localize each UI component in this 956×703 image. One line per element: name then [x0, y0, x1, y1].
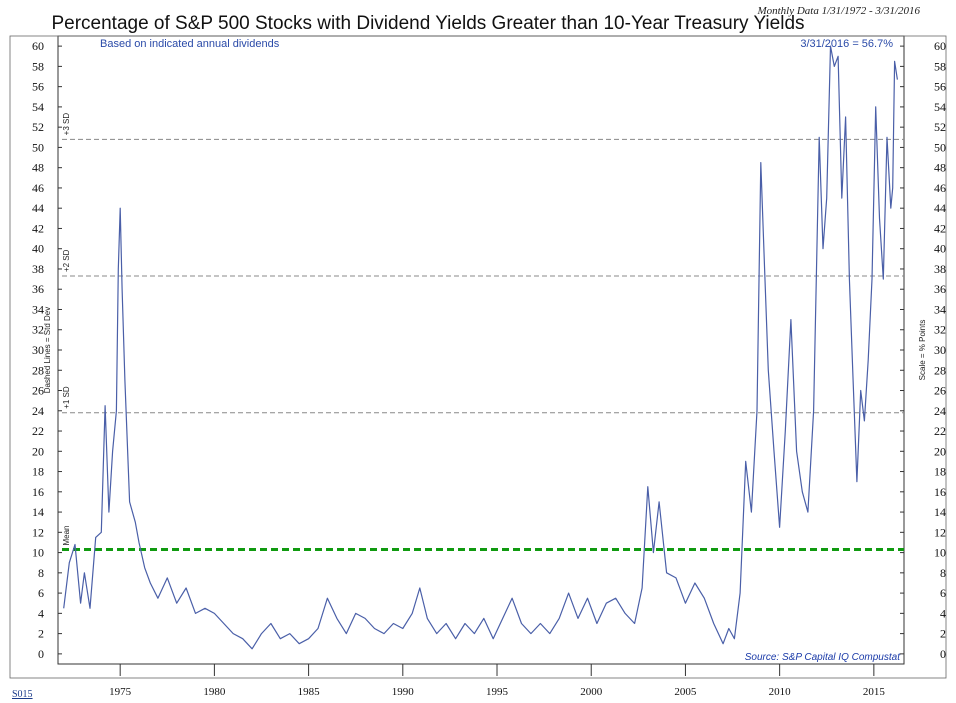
x-axis: 1975 1980 1985 1990 1995 2000 2005 2010 2015	[109, 664, 885, 698]
y-tick-label-left: 18	[32, 465, 44, 479]
y-tick-label-left: 2	[38, 627, 44, 641]
y-tick-label-left: 44	[32, 201, 44, 215]
chart-subtitle: Monthly Data 1/31/1972 - 3/31/2016	[756, 5, 920, 17]
y-tick-label-right: 6	[940, 586, 946, 600]
right-axis-label: Scale = % Points	[918, 320, 927, 381]
reference-lines: Mean +1 SD +2 SD +3 SD	[62, 113, 904, 552]
y-tick-label-right: 46	[934, 181, 946, 195]
y-tick-label-right: 60	[934, 39, 946, 53]
y-tick-label-right: 42	[934, 221, 946, 235]
y-tick-label-right: 52	[934, 120, 946, 134]
y-tick-label-right: 32	[934, 323, 946, 337]
x-tick-label: 1995	[486, 686, 509, 698]
y-tick-label-right: 58	[934, 59, 946, 73]
y-tick-label-right: 18	[934, 465, 946, 479]
y-tick-label-right: 20	[934, 444, 946, 458]
series-layer	[63, 45, 898, 650]
y-tick-label-right: 38	[934, 262, 946, 276]
y-tick-label-left: 16	[32, 485, 44, 499]
y-tick-label-right: 34	[934, 302, 946, 316]
y-tick-label-left: 38	[32, 262, 44, 276]
y-tick-label-left: 0	[38, 647, 44, 661]
y-tick-label-left: 30	[32, 343, 44, 357]
y-tick-label-right: 22	[934, 424, 946, 438]
y-tick-label-right: 28	[934, 363, 946, 377]
chart-note: Based on indicated annual dividends	[100, 38, 280, 50]
y-tick-label-right: 30	[934, 343, 946, 357]
y-tick-label-left: 60	[32, 39, 44, 53]
latest-value-label: 3/31/2016 = 56.7%	[800, 38, 893, 50]
y-tick-label-left: 34	[32, 302, 44, 316]
x-tick-label: 1985	[298, 686, 321, 698]
y-tick-label-right: 26	[934, 384, 946, 398]
y-tick-label-left: 48	[32, 161, 44, 175]
reference-label-plus2sd: +2 SD	[62, 249, 71, 272]
y-tick-label-left: 14	[32, 505, 44, 519]
x-tick-label: 1980	[203, 686, 226, 698]
y-tick-label-right: 2	[940, 627, 946, 641]
reference-label-plus1sd: +1 SD	[62, 386, 71, 409]
y-tick-label-left: 26	[32, 384, 44, 398]
footer-code: S015	[12, 689, 33, 700]
y-axis-right: 0246810121416182022242628303234363840424…	[900, 39, 946, 661]
y-tick-label-left: 36	[32, 282, 44, 296]
y-tick-label-left: 10	[32, 546, 44, 560]
y-tick-label-left: 46	[32, 181, 44, 195]
x-tick-label: 2000	[580, 686, 603, 698]
reference-label-plus3sd: +3 SD	[62, 113, 71, 136]
y-tick-label-left: 28	[32, 363, 44, 377]
y-tick-label-left: 56	[32, 80, 44, 94]
y-tick-label-right: 40	[934, 242, 946, 256]
y-tick-label-left: 4	[38, 606, 44, 620]
y-tick-label-left: 12	[32, 525, 44, 539]
y-tick-label-right: 8	[940, 566, 946, 580]
y-tick-label-right: 4	[940, 606, 946, 620]
y-tick-label-left: 6	[38, 586, 44, 600]
y-axis-left: 0246810121416182022242628303234363840424…	[32, 39, 62, 661]
y-tick-label-right: 10	[934, 546, 946, 560]
y-tick-label-left: 50	[32, 140, 44, 154]
y-tick-label-left: 52	[32, 120, 44, 134]
y-tick-label-right: 16	[934, 485, 946, 499]
y-tick-label-left: 32	[32, 323, 44, 337]
y-tick-label-left: 58	[32, 59, 44, 73]
reference-label-mean: Mean	[62, 526, 71, 546]
x-tick-label: 2015	[863, 686, 886, 698]
y-tick-label-right: 56	[934, 80, 946, 94]
chart-title: Percentage of S&P 500 Stocks with Divide…	[51, 13, 804, 34]
y-tick-label-left: 40	[32, 242, 44, 256]
y-tick-label-left: 22	[32, 424, 44, 438]
source-note: Source: S&P Capital IQ Compustat	[745, 652, 901, 663]
x-tick-label: 1990	[392, 686, 415, 698]
y-tick-label-right: 50	[934, 140, 946, 154]
y-tick-label-right: 36	[934, 282, 946, 296]
y-tick-label-right: 12	[934, 525, 946, 539]
y-tick-label-left: 24	[32, 404, 44, 418]
y-tick-label-left: 20	[32, 444, 44, 458]
y-tick-label-left: 54	[32, 100, 44, 114]
y-tick-label-left: 42	[32, 221, 44, 235]
series-line-0	[63, 45, 898, 650]
y-tick-label-right: 54	[934, 100, 946, 114]
x-tick-label: 2005	[674, 686, 697, 698]
y-tick-label-left: 8	[38, 566, 44, 580]
x-tick-label: 1975	[109, 686, 132, 698]
left-axis-label: Dashed Lines = Std Dev	[43, 307, 52, 394]
y-tick-label-right: 44	[934, 201, 946, 215]
y-tick-label-right: 0	[940, 647, 946, 661]
y-tick-label-right: 24	[934, 404, 946, 418]
x-tick-label: 2010	[769, 686, 792, 698]
y-tick-label-right: 14	[934, 505, 946, 519]
y-tick-label-right: 48	[934, 161, 946, 175]
outer-frame	[9, 35, 947, 679]
